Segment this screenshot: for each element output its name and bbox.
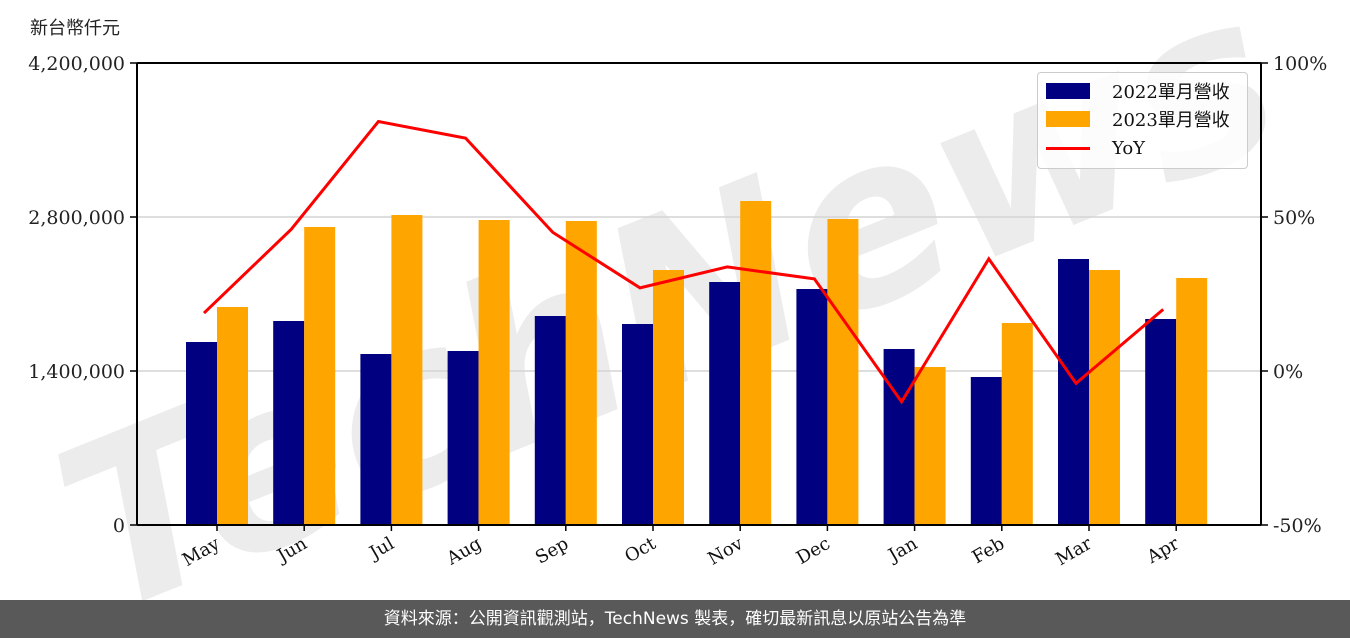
y-axis-unit-label: 新台幣仟元: [30, 18, 120, 39]
legend-item-2022: 2022單月營收: [1038, 78, 1230, 104]
legend-label-2023: 2023單月營收: [1112, 110, 1230, 131]
x-tick-label: Feb: [969, 533, 1009, 568]
legend-item-2023: 2023單月營收: [1038, 106, 1230, 132]
x-tick-label: Sep: [532, 533, 572, 568]
bar-2022: [1058, 258, 1089, 525]
x-tick-label: Mar: [1052, 533, 1096, 570]
bar-2023: [827, 219, 859, 525]
bar-2023: [1001, 322, 1033, 525]
legend-swatch-2022: [1046, 83, 1090, 99]
x-tick-label: Apr: [1143, 533, 1183, 568]
bar-2022: [622, 323, 653, 525]
y-tick-label: 0: [113, 515, 125, 537]
bar-2022: [709, 281, 741, 525]
bar-2022: [273, 321, 305, 525]
y2-tick-label: -50%: [1273, 515, 1322, 537]
x-tick-label: Dec: [793, 533, 834, 569]
y-axis-left-ticks: 0 1,400,000 2,800,000 4,200,000: [28, 53, 137, 537]
x-tick-label: Aug: [442, 533, 485, 570]
legend-label-2022: 2022單月營收: [1112, 82, 1230, 103]
bar-2023: [1176, 277, 1208, 525]
bar-2022: [970, 376, 1002, 525]
y-tick-label: 4,200,000: [28, 53, 125, 75]
chart-legend: 2022單月營收 2023單月營收 YoY: [1037, 72, 1248, 169]
bar-series: [186, 200, 1208, 526]
legend-item-yoy: YoY: [1038, 135, 1145, 161]
y-tick-label: 1,400,000: [28, 361, 125, 383]
bar-2023: [653, 269, 684, 525]
bar-2022: [360, 354, 392, 525]
bar-2023: [565, 221, 597, 525]
bar-2022: [447, 351, 479, 525]
bar-2023: [740, 200, 772, 525]
y-tick-label: 2,800,000: [28, 207, 125, 229]
bar-2023: [391, 214, 423, 526]
bar-2022: [883, 349, 915, 525]
legend-label-yoy: YoY: [1112, 137, 1146, 159]
bar-2022: [1145, 319, 1177, 525]
bar-2023: [478, 220, 510, 526]
yoy-line: [202, 119, 1165, 405]
y2-tick-label: 100%: [1273, 53, 1327, 75]
bar-2022: [186, 342, 217, 525]
bar-2022: [796, 288, 828, 525]
y-axis-right-ticks: -50% 0% 50% 100%: [1261, 53, 1327, 537]
legend-line-yoy: [1046, 146, 1090, 150]
bar-2023: [217, 307, 248, 525]
bar-2023: [304, 226, 336, 525]
bar-2023: [914, 366, 946, 525]
source-footer: 資料來源：公開資訊觀測站，TechNews 製表，確切最新訊息以原站公告為準: [0, 600, 1350, 638]
x-tick-label: Nov: [704, 533, 747, 570]
bar-2023: [1089, 269, 1120, 525]
x-tick-label: Oct: [621, 533, 660, 568]
yoy-polyline: [202, 119, 1165, 405]
x-tick-label: Jan: [883, 533, 921, 567]
y2-tick-label: 50%: [1273, 207, 1315, 229]
bar-2022: [534, 316, 566, 525]
axes: [136, 62, 1262, 526]
y2-tick-label: 0%: [1273, 361, 1303, 383]
legend-swatch-2023: [1046, 111, 1090, 127]
